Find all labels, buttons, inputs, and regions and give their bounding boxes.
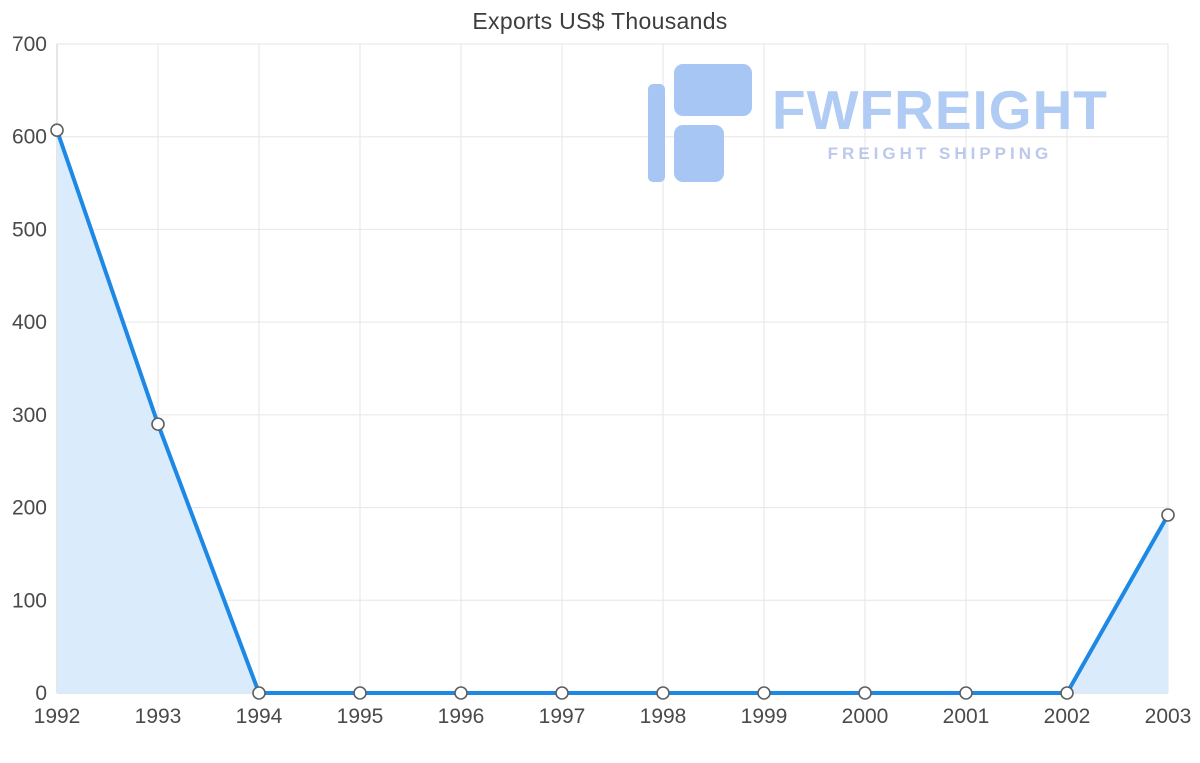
x-tick-label: 1998 [640, 705, 687, 728]
x-tick-label: 1995 [337, 705, 384, 728]
x-tick-label: 2002 [1044, 705, 1091, 728]
y-tick-label: 200 [12, 497, 47, 520]
data-point [858, 686, 872, 700]
data-point [50, 123, 64, 138]
chart-title: Exports US$ Thousands [472, 8, 728, 34]
x-tick-label: 2003 [1145, 705, 1192, 728]
series-line [55, 128, 1170, 695]
y-tick-label: 400 [12, 311, 47, 334]
data-point [151, 417, 165, 431]
y-tick-label: 100 [12, 589, 47, 612]
x-tick-label: 1992 [34, 705, 81, 728]
data-point [1060, 686, 1074, 700]
y-tick-label: 500 [12, 218, 47, 241]
data-point [252, 686, 266, 700]
data-point [555, 686, 569, 700]
y-tick-label: 0 [35, 682, 47, 705]
x-tick-label: 2000 [842, 705, 889, 728]
area-fill [57, 130, 1168, 693]
data-point [353, 686, 367, 700]
x-tick-label: 1994 [236, 705, 283, 728]
data-point [757, 686, 771, 700]
data-point [959, 686, 973, 700]
x-tick-label: 1993 [135, 705, 182, 728]
y-tick-label: 600 [12, 126, 47, 149]
data-point [454, 686, 468, 700]
y-tick-label: 300 [12, 404, 47, 427]
y-tick-label: 700 [12, 33, 47, 56]
data-point [656, 686, 670, 700]
data-point [1161, 508, 1175, 522]
x-tick-label: 2001 [943, 705, 990, 728]
x-tick-label: 1997 [539, 705, 586, 728]
x-tick-label: 1996 [438, 705, 485, 728]
x-tick-label: 1999 [741, 705, 788, 728]
